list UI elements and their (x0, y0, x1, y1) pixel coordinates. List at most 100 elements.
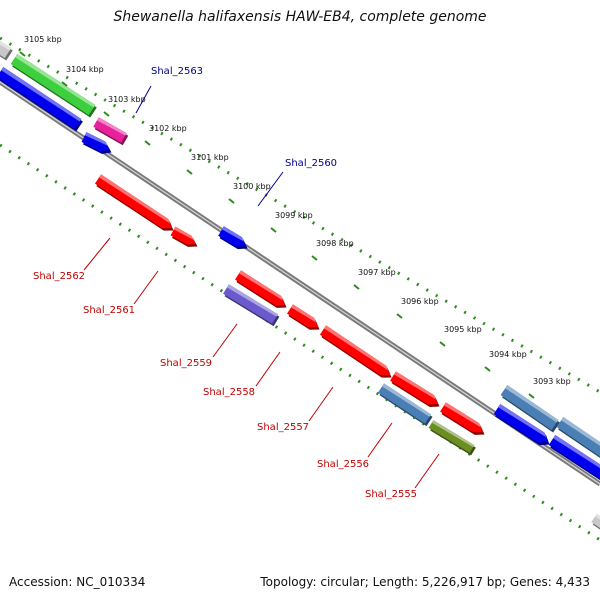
gene-label-leader (308, 386, 334, 422)
kbp-ticks: 3105 kbp 3104 kbp 3103 kbp 3102 kbp 3101 kbp… (19, 35, 571, 399)
tick-mark (144, 140, 151, 146)
feature-blue-shal2560 (218, 226, 248, 250)
gene-features (0, 40, 600, 530)
feature-highlight (0, 40, 12, 51)
feature-gray-right (591, 513, 600, 530)
accession-text: Accession: NC_010334 (9, 575, 146, 589)
tick-label: 3094 kbp (489, 350, 527, 359)
feature-highlight (239, 270, 284, 301)
tick-label: 3098 kbp (316, 239, 354, 248)
feature-highlight (15, 53, 96, 108)
tick-mark (528, 393, 535, 399)
gene-label-shal_2560: Shal_2560 (285, 158, 337, 169)
feature-highlight (227, 284, 278, 317)
feature-body (93, 117, 127, 143)
feature-blue-1 (0, 67, 83, 132)
feature-gray-left (0, 40, 13, 61)
feature-olive-shal2555 (428, 420, 476, 456)
tick-label: 3105 kbp (24, 35, 62, 44)
feature-body (500, 385, 559, 430)
feature-body (390, 371, 438, 405)
feature-blue-right-1 (493, 403, 550, 446)
feature-highlight (382, 383, 432, 417)
tick-label: 3099 kbp (275, 211, 313, 220)
feature-highlight (498, 403, 547, 438)
feature-body (493, 403, 548, 443)
tick-label: 3095 kbp (444, 325, 482, 334)
feature-highlight (99, 174, 171, 224)
feature-red-shal2557b (319, 325, 392, 378)
feature-highlight (394, 371, 437, 400)
feature-body (94, 174, 172, 229)
gene-label-shal_2561: Shal_2561 (83, 305, 135, 316)
feature-steel-right-2 (556, 417, 600, 458)
feature-red-shal2562 (94, 174, 174, 231)
tick-mark (103, 111, 110, 117)
feature-body (556, 417, 600, 457)
feature-red-shal2556b (440, 402, 485, 435)
gene-label-leader (414, 453, 440, 489)
gene-label-leader (255, 351, 281, 387)
feature-highlight (431, 420, 475, 448)
tick-mark (186, 169, 193, 175)
gene-label-leader (133, 270, 159, 305)
tick-mark (270, 227, 277, 233)
feature-body (170, 226, 196, 245)
feature-body (319, 325, 390, 376)
tick-mark (396, 313, 403, 319)
gene-label-shal_2555: Shal_2555 (365, 489, 417, 500)
feature-highlight (291, 304, 317, 323)
feature-purple-shal2559 (223, 284, 280, 327)
gene-label-shal_2563: Shal_2563 (151, 66, 203, 77)
feature-highlight (553, 434, 600, 469)
tick-label: 3103 kbp (108, 95, 146, 104)
tick-label: 3096 kbp (401, 297, 439, 306)
feature-highlight (324, 325, 389, 371)
tick-label: 3104 kbp (66, 65, 104, 74)
feature-red-shal2561 (170, 226, 198, 247)
feature-red-shal2556a (390, 371, 440, 407)
feature-highlight (221, 226, 244, 242)
feature-highlight (505, 385, 559, 423)
map-title: Shewanella halifaxensis HAW-EB4, complet… (113, 9, 487, 25)
feature-body (10, 53, 96, 116)
tick-label: 3097 kbp (358, 268, 396, 277)
feature-highlight (594, 513, 600, 520)
tick-label: 3093 kbp (533, 377, 571, 386)
gene-label-shal_2557: Shal_2557 (257, 422, 309, 433)
feature-highlight (561, 417, 600, 446)
tick-label: 3100 kbp (233, 182, 271, 191)
gene-labels: Shal_2563 Shal_2562 Shal_2561 Shal_2560 Shal… (33, 66, 440, 500)
feature-red-shal2558 (235, 270, 287, 308)
gene-label-leader (212, 323, 238, 358)
feature-highlight (96, 117, 127, 136)
feature-highlight (444, 402, 482, 428)
feature-pink (93, 117, 129, 146)
gene-label-leader (83, 237, 111, 271)
feature-body (287, 304, 318, 328)
gene-label-shal_2562: Shal_2562 (33, 271, 85, 282)
tick-mark (228, 198, 235, 204)
gene-label-shal_2558: Shal_2558 (203, 387, 255, 398)
feature-red-shal2557a (287, 304, 320, 330)
feature-highlight (84, 132, 108, 146)
feature-body (218, 226, 246, 247)
genome-stats-text: Topology: circular; Length: 5,226,917 bp… (260, 575, 590, 589)
feature-body (223, 284, 278, 324)
feature-blue-right-2 (548, 434, 600, 481)
tick-label: 3102 kbp (149, 124, 187, 133)
feature-body (548, 434, 600, 479)
tick-mark (19, 51, 26, 57)
feature-highlight (1, 67, 82, 122)
gene-label-leader (257, 171, 284, 207)
tick-mark (353, 284, 360, 290)
inner-dot-track (0, 143, 600, 542)
feature-body (428, 420, 475, 453)
feature-green (10, 53, 97, 118)
gene-label-leader (367, 422, 393, 458)
tick-mark (311, 255, 318, 261)
gene-label-shal_2556: Shal_2556 (317, 459, 369, 470)
gene-label-leader (135, 85, 152, 114)
feature-steel-right-1 (500, 385, 560, 433)
